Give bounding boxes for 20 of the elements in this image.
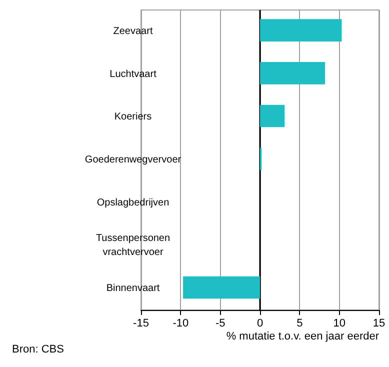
x-tick-label: 5	[296, 318, 303, 330]
x-axis-title: % mutatie t.o.v. een jaar eerder	[226, 330, 380, 342]
bar	[260, 104, 285, 128]
y-tick-label: Opslagbedrijven	[96, 197, 170, 208]
x-tick-label: 10	[333, 318, 346, 330]
bar	[260, 62, 326, 84]
y-tick-label: Koeriers	[114, 112, 152, 123]
x-tick-label: 0	[256, 318, 264, 330]
y-tick-label: Luchtvaart	[110, 68, 157, 80]
x-tick-label: -5	[215, 318, 226, 330]
bar	[183, 276, 260, 299]
x-tick-label: 15	[372, 318, 386, 330]
y-tick-label: Goederenwegvervoer	[84, 154, 182, 166]
bar	[260, 19, 342, 42]
text: Bron: CBS	[12, 344, 64, 356]
y-tick-label: Zeevaart	[113, 26, 153, 37]
y-tick-label: Tussenpersonen vrachtvervoer	[96, 233, 170, 258]
y-tick-label: Binnenvaart	[106, 283, 160, 294]
x-tick-label: -10	[172, 318, 189, 330]
x-tick-label: -15	[133, 318, 149, 330]
